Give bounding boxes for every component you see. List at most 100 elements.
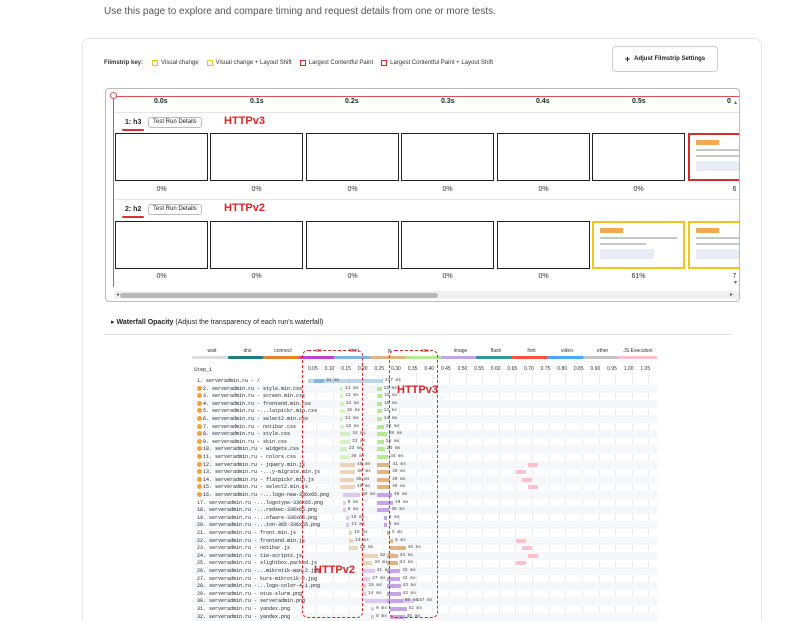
table-row[interactable]: 24. serveradmin.ru - tie-scripts.js 52 ms… bbox=[192, 551, 657, 560]
table-row[interactable]: 23. serveradmin.ru - notibar.js 28 ms 49 m… bbox=[192, 544, 657, 552]
filmstrip-frame-lcp[interactable] bbox=[688, 133, 739, 181]
table-row[interactable]: 13. serveradmin.ru -...y-migrate.min.js 5… bbox=[192, 468, 657, 476]
table-row[interactable]: 7. serveradmin.ru - notibar.css 13 ms 20 m… bbox=[192, 423, 657, 431]
waterfall-opacity-toggle[interactable]: ▸ Waterfall Opacity (Adjust the transpar… bbox=[111, 318, 323, 326]
filmstrip-frame[interactable] bbox=[401, 133, 494, 181]
request-bar-h3[interactable] bbox=[377, 493, 392, 497]
filmstrip-frame[interactable] bbox=[306, 133, 399, 181]
scroll-up-icon[interactable]: ▴ bbox=[733, 100, 737, 106]
scroll-left-icon[interactable]: ◂ bbox=[116, 292, 120, 298]
table-row[interactable]: 3. serveradmin.ru - screen.min.css 12 ms 1… bbox=[192, 392, 657, 400]
request-bar-h3[interactable] bbox=[377, 401, 383, 406]
request-bar-h2[interactable] bbox=[361, 576, 371, 581]
filmstrip-frame-visual-change[interactable] bbox=[592, 221, 685, 269]
table-row[interactable]: 2. serveradmin.ru - style.min.css 11 ms 13… bbox=[192, 384, 657, 393]
request-bar-h3[interactable] bbox=[377, 394, 383, 399]
table-row[interactable]: 26. serveradmin.ru -...mikrotik-wan-2.jp… bbox=[192, 567, 657, 575]
request-bar-h3[interactable] bbox=[377, 462, 391, 467]
filmstrip-panel[interactable]: 0.0s 0.1s 0.2s 0.3s 0.4s 0.5s 0 1: h3 Te… bbox=[105, 88, 740, 302]
request-bar-h2[interactable] bbox=[361, 553, 379, 558]
table-row[interactable]: 11. serveradmin.ru - colors.css 30 ms 34 m… bbox=[192, 453, 657, 461]
waterfall-chart[interactable]: wait dns connect ssl html js css image flash font… bbox=[192, 346, 657, 621]
filmstrip-frame[interactable] bbox=[210, 221, 303, 269]
table-row[interactable]: 31. serveradmin.ru - yandex.png 0 ms 52 ms bbox=[192, 605, 657, 613]
request-bar-h3[interactable] bbox=[377, 432, 387, 437]
request-bar-h3[interactable] bbox=[377, 485, 391, 490]
table-row[interactable]: 6. serveradmin.ru - select2.min.css 11 ms… bbox=[192, 415, 657, 423]
request-bar-h2[interactable] bbox=[339, 439, 350, 444]
request-bar-h3[interactable] bbox=[386, 553, 398, 558]
request-bar-h2[interactable] bbox=[345, 515, 350, 520]
request-bar-h2[interactable] bbox=[339, 485, 356, 490]
request-bar-h3[interactable] bbox=[377, 409, 382, 414]
request-bar-h3[interactable] bbox=[386, 531, 390, 535]
filmstrip-frame[interactable] bbox=[497, 221, 590, 269]
table-row[interactable]: 9. serveradmin.ru - skin.css 33 ms 20 ms bbox=[192, 438, 657, 446]
table-row[interactable]: 18. serveradmin.ru -...redsec-336x65.png… bbox=[192, 506, 657, 515]
scroll-right-icon[interactable]: ▸ bbox=[730, 292, 734, 298]
request-bar-h2[interactable] bbox=[339, 409, 345, 414]
filmstrip-frame[interactable] bbox=[592, 133, 685, 181]
table-row[interactable]: 32. serveradmin.ru - yandex.png 8 ms 46 ms bbox=[192, 612, 657, 621]
request-bar-h3[interactable] bbox=[377, 386, 382, 391]
table-row[interactable]: 21. serveradmin.ru - front.min.js 10 ms 5 … bbox=[192, 529, 657, 537]
request-bar-h3[interactable] bbox=[386, 599, 403, 604]
request-bar-h2[interactable] bbox=[339, 424, 344, 429]
request-bar-h2[interactable] bbox=[339, 447, 347, 452]
request-bar-h3[interactable] bbox=[386, 569, 401, 573]
request-bar-h2[interactable] bbox=[349, 546, 358, 551]
request-bar-h3[interactable] bbox=[390, 546, 406, 551]
filmstrip-frame[interactable] bbox=[210, 133, 303, 181]
request-bar-h3[interactable] bbox=[383, 523, 387, 528]
request-bar-h2[interactable] bbox=[342, 508, 346, 513]
filmstrip-frame[interactable] bbox=[115, 221, 208, 269]
request-bar-h2[interactable] bbox=[339, 470, 356, 475]
request-bar-h3[interactable] bbox=[390, 614, 405, 619]
request-bar-h3[interactable] bbox=[390, 607, 407, 611]
request-bar-h2[interactable] bbox=[339, 394, 344, 399]
table-row[interactable]: 17. serveradmin.ru -...logotype-336x65.p… bbox=[192, 499, 657, 507]
filmstrip-frame[interactable] bbox=[401, 221, 494, 269]
request-bar-h2[interactable] bbox=[342, 500, 346, 505]
request-bar-h2[interactable] bbox=[361, 584, 367, 589]
table-row[interactable]: 28. serveradmin.ru -...logo-color-4-1.pn… bbox=[192, 582, 657, 591]
request-bar-h3[interactable] bbox=[377, 477, 391, 482]
request-bar-h2[interactable] bbox=[339, 462, 356, 467]
request-bar-h3[interactable] bbox=[314, 379, 325, 383]
table-row[interactable]: 5. serveradmin.ru -...latpickr.min.css 16… bbox=[192, 407, 657, 415]
request-bar-h2[interactable] bbox=[361, 591, 367, 596]
scroll-down-icon[interactable]: ▾ bbox=[733, 280, 737, 286]
request-bar-h2[interactable] bbox=[339, 455, 350, 459]
request-bar-h2[interactable] bbox=[308, 379, 383, 383]
request-bar-h3[interactable] bbox=[377, 424, 384, 429]
request-bar-h3[interactable] bbox=[386, 591, 401, 596]
table-row[interactable]: 15. serveradmin.ru - select2.min.js 49 ms… bbox=[192, 483, 657, 491]
table-row[interactable]: 4. serveradmin.ru - frontend.min.css 13 m… bbox=[192, 399, 657, 408]
request-bar-h3[interactable] bbox=[377, 417, 382, 421]
filmstrip-frame[interactable] bbox=[497, 133, 590, 181]
request-bar-h2[interactable] bbox=[371, 614, 375, 619]
request-bar-h2[interactable] bbox=[349, 538, 354, 543]
request-bar-h3[interactable] bbox=[377, 508, 390, 513]
playhead-line[interactable] bbox=[113, 97, 114, 287]
table-row[interactable]: 1. serveradmin.ru - / 237 ms 31 ms bbox=[192, 377, 657, 385]
table-row[interactable]: 20. serveradmin.ru -...ton-365-336x65.pn… bbox=[192, 521, 657, 530]
table-row[interactable]: 25. serveradmin.ru - slightbox.packed.js… bbox=[192, 559, 657, 567]
table-row[interactable]: 8. serveradmin.ru - style.css 34 ms 29 ms bbox=[192, 430, 657, 439]
table-row[interactable]: 19. serveradmin.ru -...ofware-336x65.png… bbox=[192, 514, 657, 522]
request-bar-h2[interactable] bbox=[339, 401, 344, 406]
request-bar-h2[interactable] bbox=[342, 493, 361, 497]
request-bar-h3[interactable] bbox=[377, 500, 393, 505]
request-bar-h2[interactable] bbox=[349, 531, 353, 535]
playhead-handle[interactable] bbox=[110, 92, 117, 99]
request-bar-h3[interactable] bbox=[377, 455, 389, 459]
request-bar-h2[interactable] bbox=[371, 607, 375, 611]
request-bar-h3[interactable] bbox=[386, 584, 401, 589]
request-bar-h3[interactable] bbox=[377, 470, 391, 475]
filmstrip-frame[interactable] bbox=[306, 221, 399, 269]
request-bar-h2[interactable] bbox=[345, 523, 350, 528]
request-bar-h3[interactable] bbox=[377, 447, 385, 452]
table-row[interactable]: 22. serveradmin.ru - frontend.min.js 13 m… bbox=[192, 536, 657, 545]
scrollbar-thumb[interactable] bbox=[120, 293, 438, 298]
filmstrip-frame[interactable] bbox=[115, 133, 208, 181]
